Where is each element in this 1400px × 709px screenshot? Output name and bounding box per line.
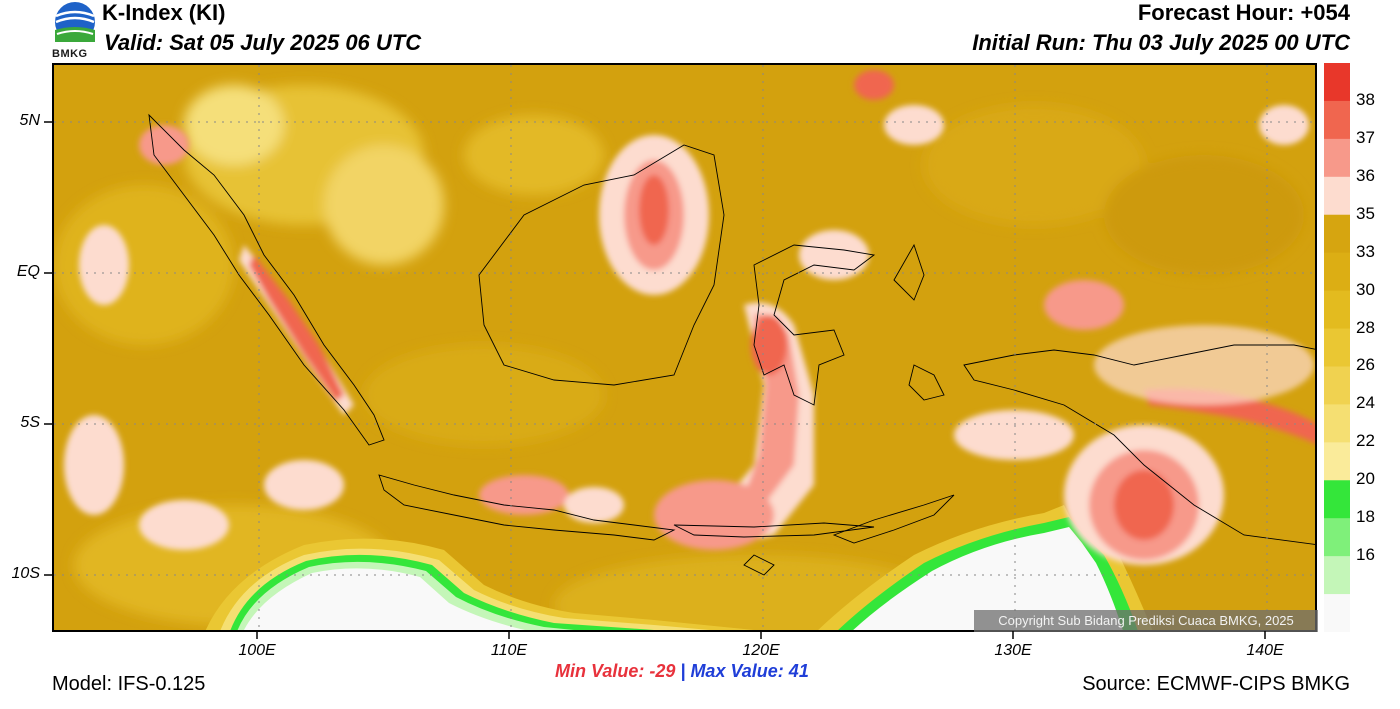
lon-label-120e: 120E	[742, 642, 780, 659]
colorbar-segment	[1324, 252, 1350, 292]
colorbar-label: 33	[1356, 241, 1375, 261]
colorbar-segment	[1324, 290, 1350, 330]
gridlines	[54, 65, 1315, 630]
logo-text: BMKG	[52, 48, 88, 60]
colorbar-segment	[1324, 556, 1350, 595]
colorbar-label: 26	[1356, 355, 1375, 375]
colorbar-segment	[1324, 138, 1350, 178]
bmkg-logo-icon	[55, 2, 95, 42]
initial-run: Initial Run: Thu 03 July 2025 00 UTC	[972, 30, 1350, 55]
colorbar-label: 30	[1356, 279, 1375, 299]
high-ki-areas	[64, 70, 1315, 565]
coastlines	[148, 113, 1315, 576]
lat-ticks	[44, 121, 53, 576]
chart-title: K-Index (KI)	[102, 0, 226, 25]
colorbar-segment	[1324, 442, 1350, 481]
copyright-notice: Copyright Sub Bidang Prediksi Cuaca BMKG…	[974, 610, 1318, 632]
lat-label-10s: 10S	[11, 565, 40, 582]
colorbar-segment	[1324, 100, 1350, 140]
colorbar-segment	[1324, 328, 1350, 367]
colorbar-segment	[1324, 214, 1350, 254]
low-ki-area	[205, 505, 1153, 630]
colorbar-label: 16	[1356, 545, 1375, 565]
lon-ticks	[256, 631, 1266, 639]
colorbar-label: 36	[1356, 165, 1375, 185]
colorbar-label: 22	[1356, 431, 1375, 451]
colorbar	[1324, 63, 1350, 632]
colorbar-label: 38	[1356, 89, 1375, 109]
stats-separator: |	[680, 661, 686, 681]
colorbar-segment	[1324, 176, 1350, 216]
colorbar-segment	[1324, 63, 1350, 102]
lat-label-5s: 5S	[20, 414, 40, 431]
lon-label-100e: 100E	[238, 642, 276, 659]
lat-label-eq: EQ	[16, 263, 40, 280]
max-value: Max Value: 41	[690, 661, 809, 681]
colorbar-label: 18	[1356, 507, 1375, 527]
colorbar-segment	[1324, 518, 1350, 557]
colorbar-segment	[1324, 594, 1350, 632]
min-value: Min Value: -29	[555, 661, 676, 681]
colorbar-label: 28	[1356, 317, 1375, 337]
lat-label-5n: 5N	[19, 112, 40, 129]
colorbar-label: 37	[1356, 127, 1375, 147]
model-label: Model: IFS-0.125	[52, 673, 206, 695]
lon-label-140e: 140E	[1246, 642, 1284, 659]
colorbar-label: 20	[1356, 469, 1375, 489]
map-canvas	[54, 65, 1315, 630]
source-label: Source: ECMWF-CIPS BMKG	[1082, 673, 1350, 695]
colorbar-segment	[1324, 404, 1350, 443]
colorbar-segment	[1324, 366, 1350, 405]
min-max-values: Min Value: -29 | Max Value: 41	[555, 661, 809, 682]
colorbar-segment	[1324, 480, 1350, 519]
lon-label-130e: 130E	[994, 642, 1032, 659]
colorbar-label: 24	[1356, 393, 1375, 413]
k-index-map	[52, 63, 1317, 632]
valid-time: Valid: Sat 05 July 2025 06 UTC	[104, 30, 422, 55]
forecast-hour: Forecast Hour: +054	[1137, 0, 1350, 25]
lon-label-110e: 110E	[490, 642, 528, 659]
colorbar-label: 35	[1356, 203, 1375, 223]
